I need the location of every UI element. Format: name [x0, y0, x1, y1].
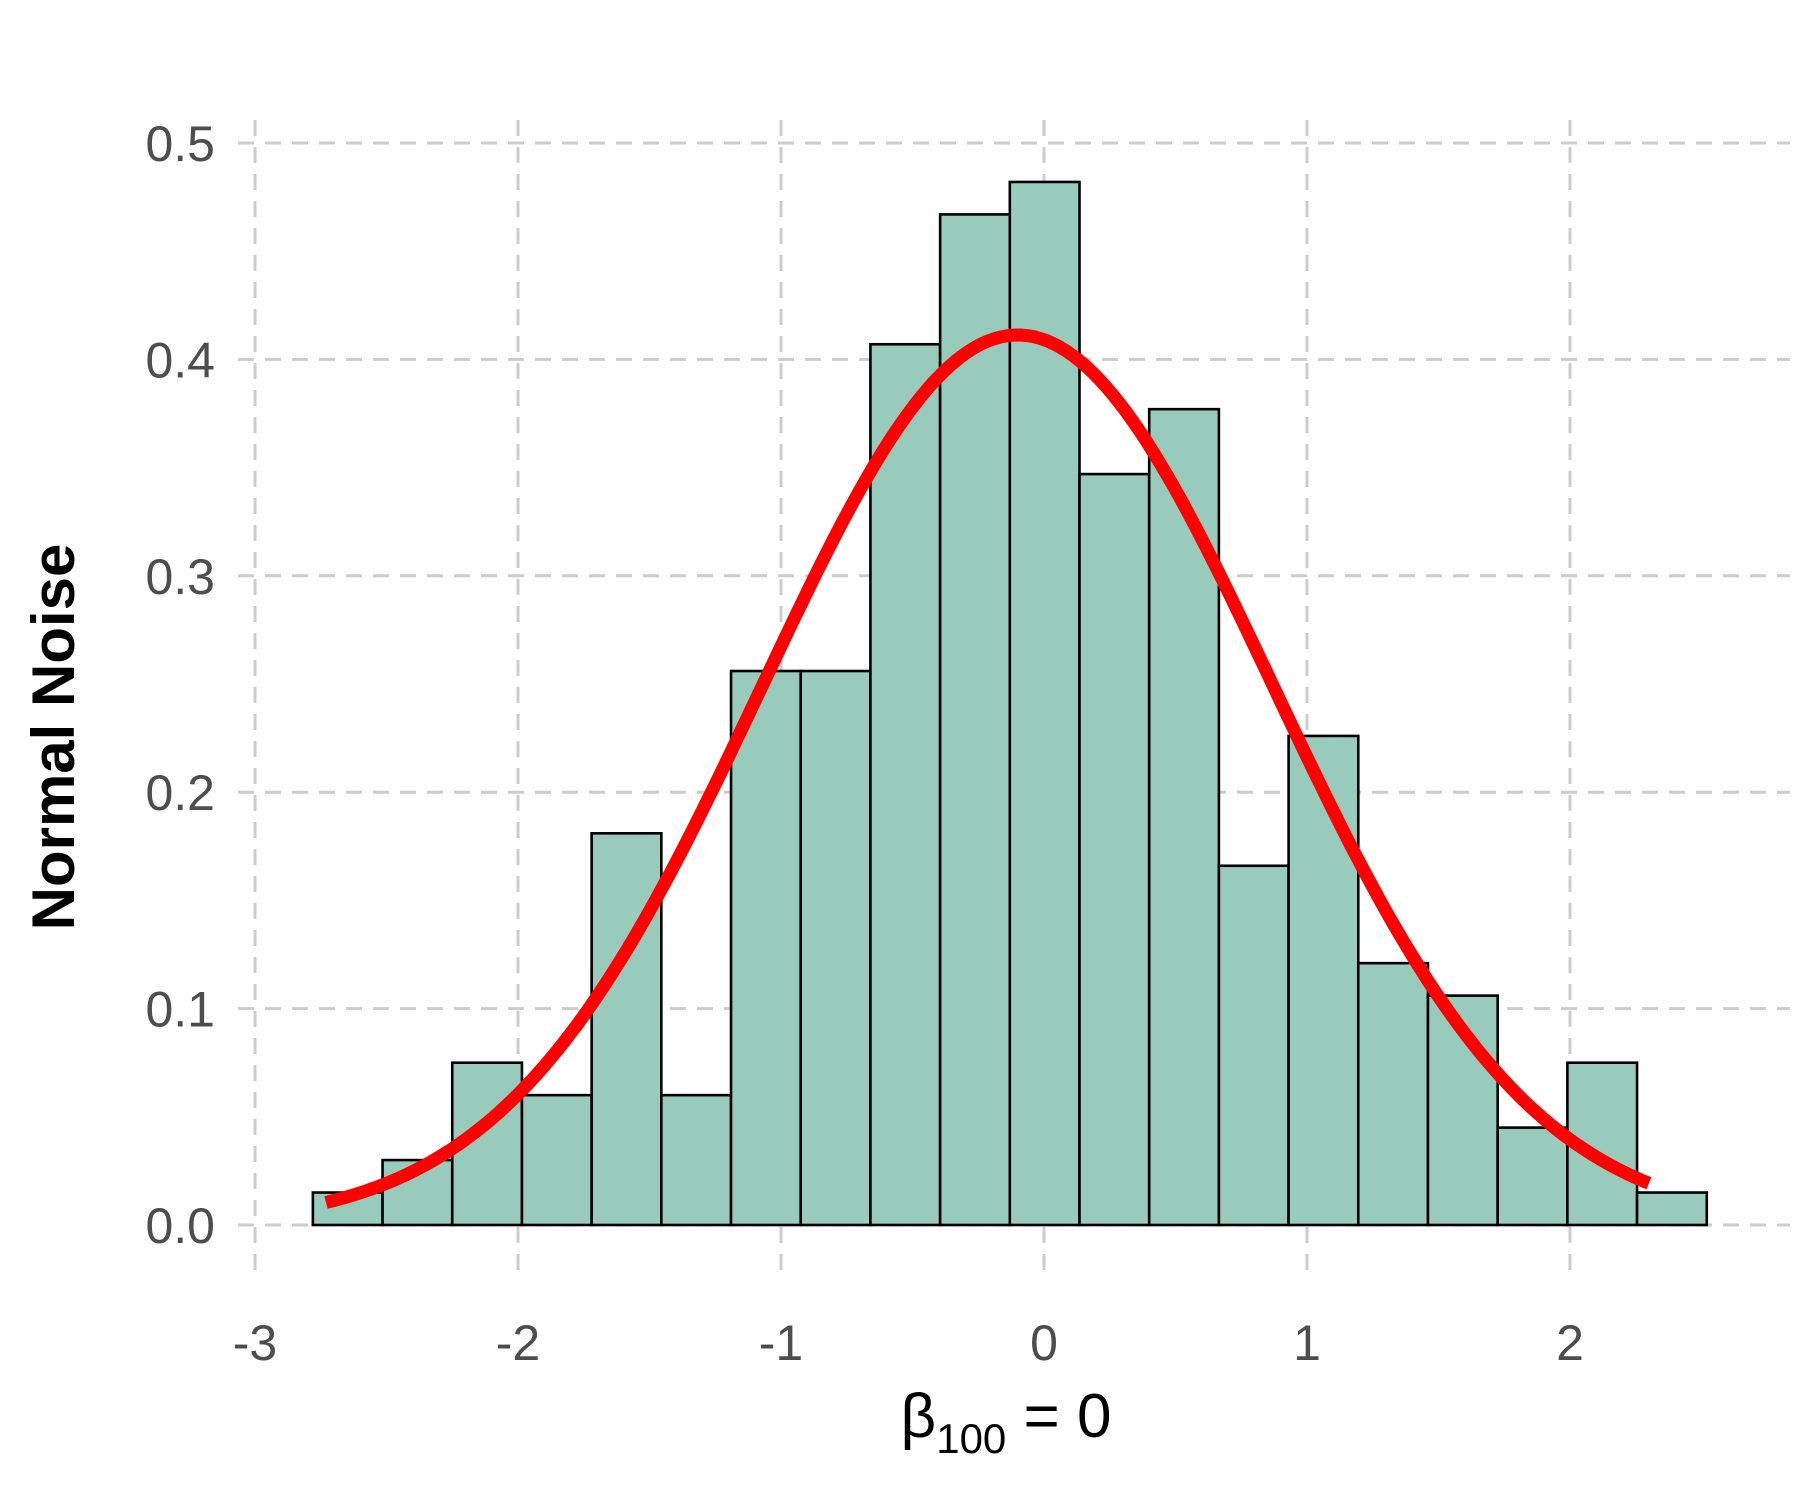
x-axis-title-symbol: β: [901, 1382, 937, 1451]
histogram-bar: [1078, 472, 1151, 1227]
y-axis-tick-labels: 0.0 0.1 0.2 0.3 0.4 0.5: [145, 116, 215, 1254]
normal-density-curve: [324, 328, 1652, 1209]
x-axis-tick-labels: -3 -2 -1 0 1 2: [233, 1315, 1584, 1371]
y-tick-label: 0.0: [145, 1198, 215, 1254]
histogram-bar: [1147, 407, 1221, 1227]
histogram-bar: [660, 1093, 733, 1227]
y-axis-title: Normal Noise: [20, 544, 87, 931]
x-axis-title: β100 = 0: [901, 1382, 1112, 1462]
histogram-bar: [938, 213, 1012, 1227]
histogram-bar: [1217, 864, 1290, 1227]
x-tick-label: -3: [233, 1315, 277, 1371]
histogram-bar: [1635, 1191, 1709, 1227]
x-tick-label: 2: [1556, 1315, 1584, 1371]
y-tick-label: 0.4: [145, 332, 215, 388]
x-axis-title-value: = 0: [1006, 1382, 1111, 1451]
histogram-bar: [729, 669, 803, 1227]
y-tick-label: 0.5: [145, 116, 215, 172]
x-axis-title-subscript: 100: [936, 1415, 1006, 1462]
histogram-bar: [799, 669, 872, 1227]
histogram-bar: [1496, 1126, 1569, 1227]
y-tick-label: 0.1: [145, 982, 215, 1038]
y-tick-label: 0.3: [145, 549, 215, 605]
x-tick-label: -1: [759, 1315, 803, 1371]
x-tick-label: 1: [1293, 1315, 1321, 1371]
histogram-bar: [869, 342, 942, 1227]
x-tick-label: 0: [1030, 1315, 1058, 1371]
x-tick-label: -2: [496, 1315, 540, 1371]
histogram-bar: [520, 1093, 593, 1227]
histogram-bar: [1356, 961, 1430, 1227]
y-tick-label: 0.2: [145, 765, 215, 821]
histogram-bar: [590, 832, 663, 1227]
histogram-bar: [1287, 734, 1360, 1227]
